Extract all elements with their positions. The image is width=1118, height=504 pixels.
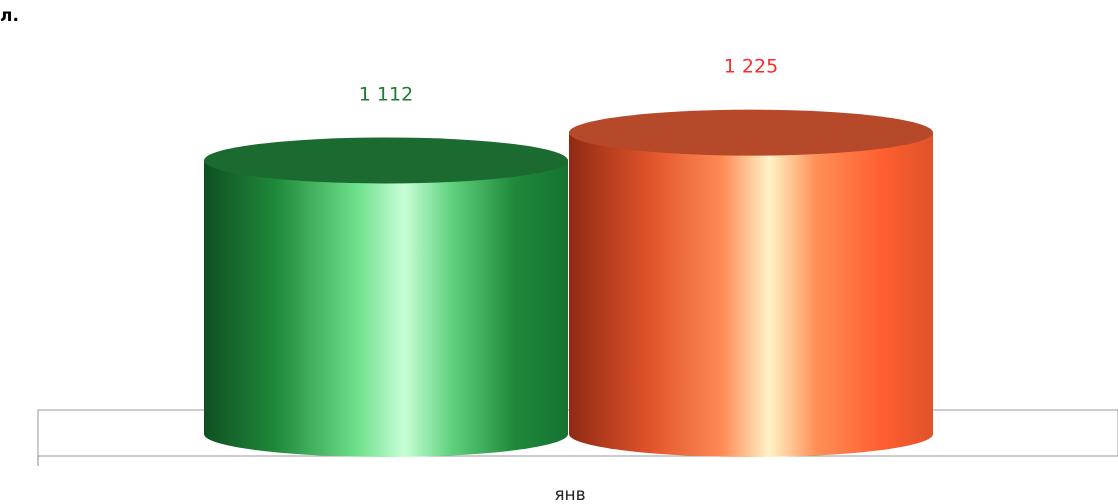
bar-1 bbox=[204, 137, 568, 457]
bar-2 bbox=[569, 109, 933, 457]
bar-2-top bbox=[569, 109, 933, 156]
bars-group bbox=[204, 109, 933, 457]
data-label-1: 1 112 bbox=[359, 83, 413, 105]
bar-2-body bbox=[569, 132, 933, 457]
bar-1-top bbox=[204, 137, 568, 184]
chart-title-fragment: л. bbox=[0, 6, 19, 26]
labels-group: 1 112 1 225 янв bbox=[359, 56, 778, 504]
bar-1-body bbox=[204, 160, 568, 457]
category-label: янв bbox=[554, 485, 585, 504]
data-label-2: 1 225 bbox=[724, 56, 778, 78]
